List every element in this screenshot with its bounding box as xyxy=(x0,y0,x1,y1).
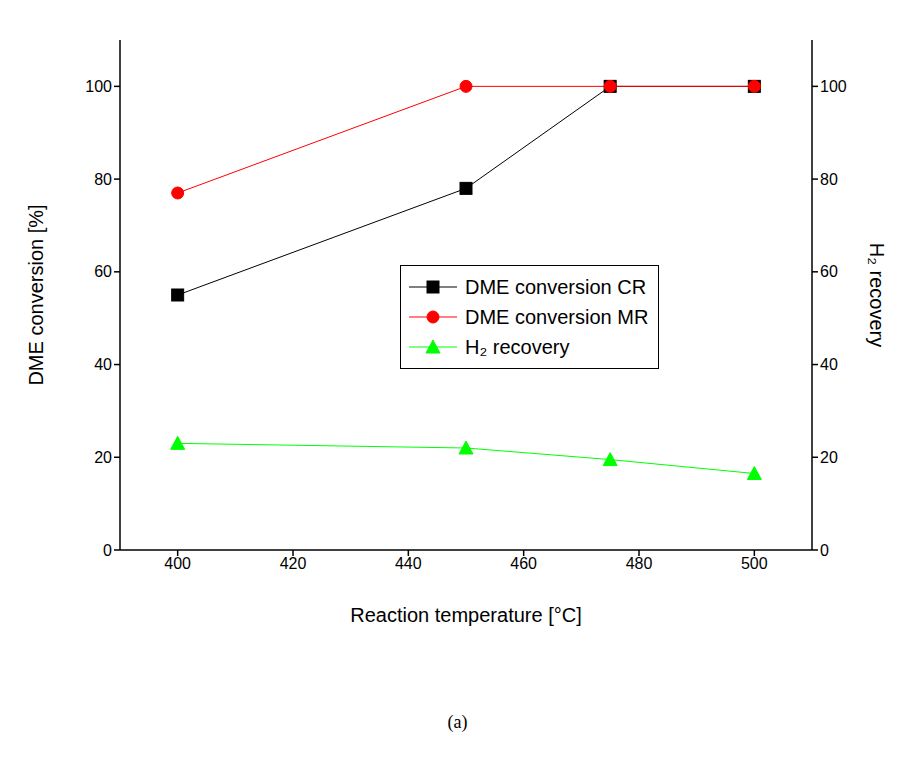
svg-text:480: 480 xyxy=(626,555,653,572)
svg-text:20: 20 xyxy=(820,449,838,466)
svg-text:100: 100 xyxy=(820,78,847,95)
svg-text:440: 440 xyxy=(395,555,422,572)
svg-text:40: 40 xyxy=(94,356,112,373)
svg-text:Reaction temperature [°C]: Reaction temperature [°C] xyxy=(350,604,581,626)
svg-text:60: 60 xyxy=(94,263,112,280)
svg-text:40: 40 xyxy=(820,356,838,373)
svg-text:500: 500 xyxy=(741,555,768,572)
svg-text:80: 80 xyxy=(94,171,112,188)
svg-text:80: 80 xyxy=(820,171,838,188)
svg-text:DME conversion [%]: DME conversion [%] xyxy=(25,204,47,385)
svg-text:60: 60 xyxy=(820,263,838,280)
svg-text:460: 460 xyxy=(510,555,537,572)
html-text:(a): (a) xyxy=(447,712,468,732)
svg-text:420: 420 xyxy=(280,555,307,572)
svg-text:400: 400 xyxy=(164,555,191,572)
svg-text:0: 0 xyxy=(820,542,829,559)
html-text:DME conversion CR: DME conversion CR xyxy=(465,275,647,298)
svg-text:0: 0 xyxy=(103,542,112,559)
html-text:DME conversion MR: DME conversion MR xyxy=(465,305,649,328)
svg-text:20: 20 xyxy=(94,449,112,466)
svg-text:H₂ recovery: H₂ recovery xyxy=(866,243,888,347)
svg-text:100: 100 xyxy=(85,78,112,95)
html-text:H₂ recovery: H₂ recovery xyxy=(465,335,570,358)
